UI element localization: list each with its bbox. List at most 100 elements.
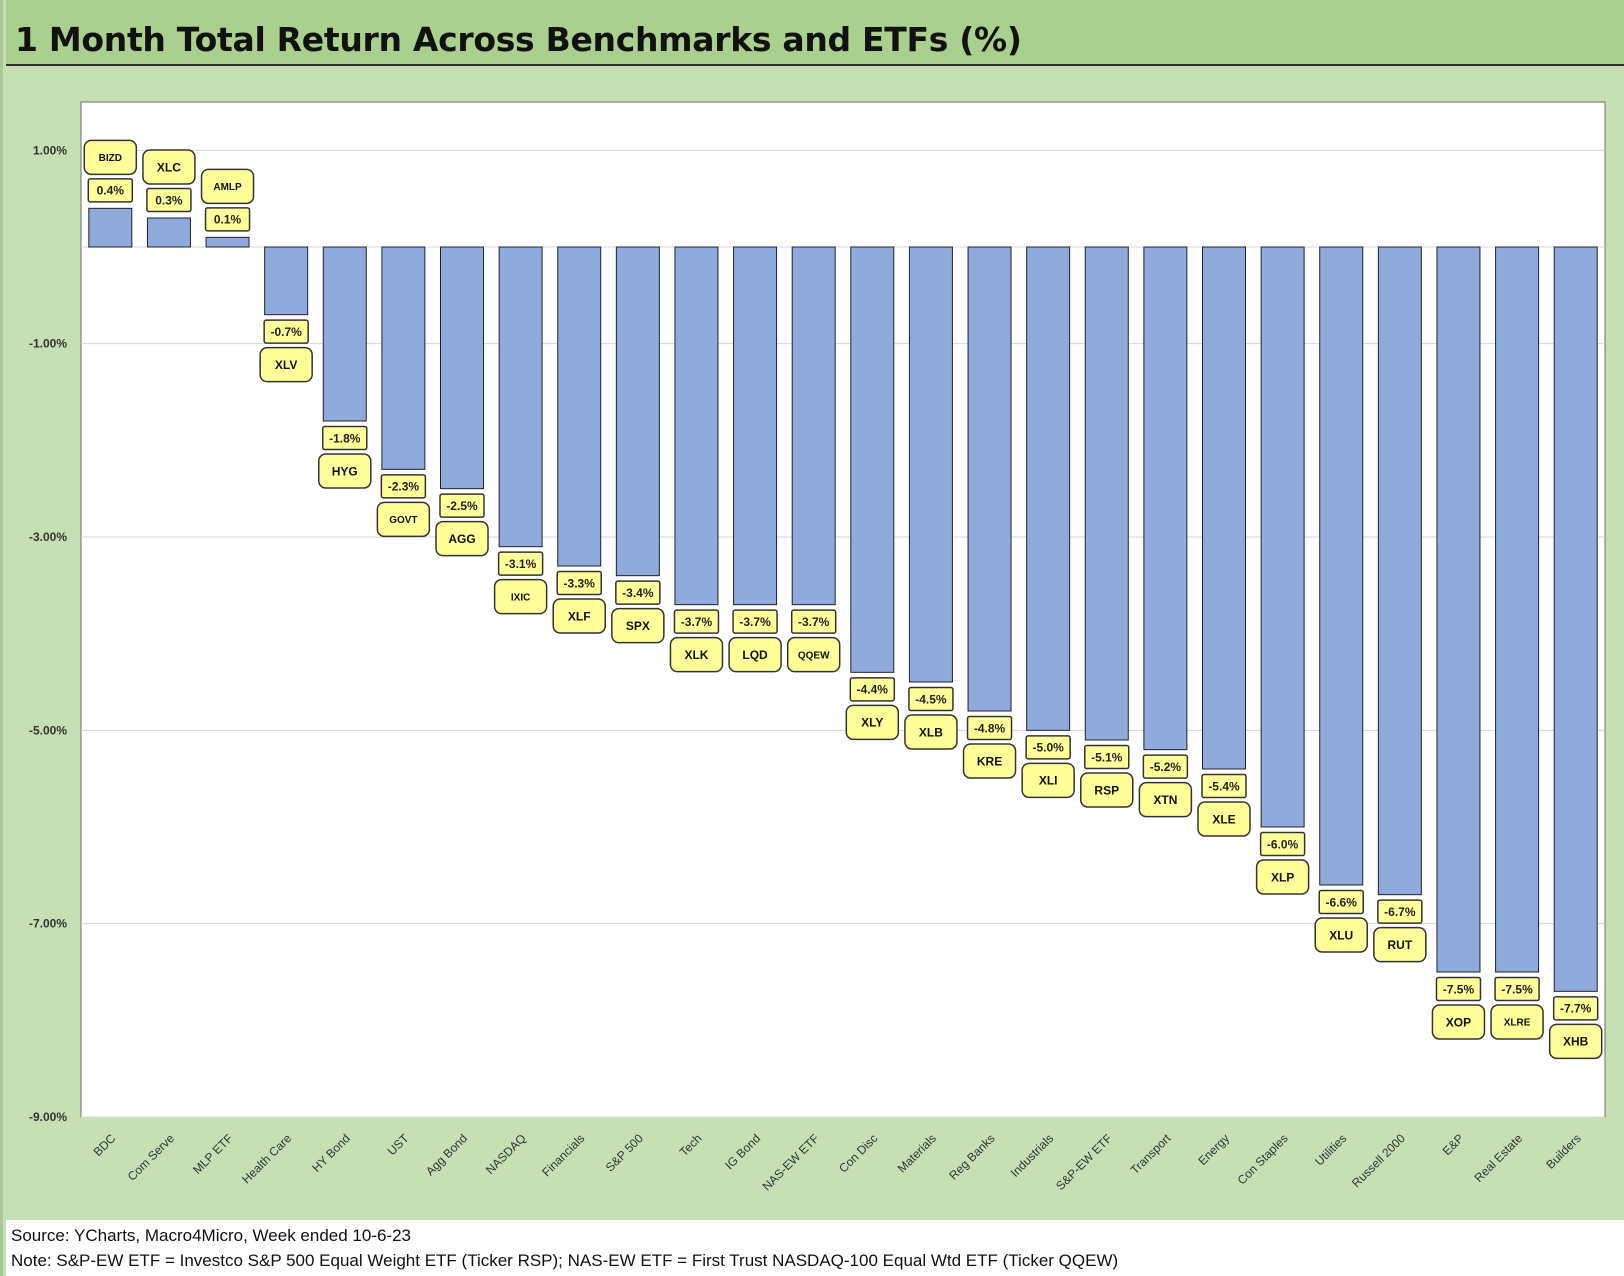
ticker-label: AGG [448,532,475,546]
chart-footer: Source: YCharts, Macro4Micro, Week ended… [6,1220,1624,1276]
data-label: -6.0% [1267,837,1299,851]
ticker-label: XLI [1039,774,1058,788]
ticker-label: GOVT [389,515,417,526]
ticker-label-box [1197,801,1251,837]
bar-chart: 1.00% -1.00% -3.00% -5.00% -7.00% -9.00% 0.4% B… [29,101,1606,1193]
data-label-box [1377,899,1423,924]
bar [908,246,953,683]
data-label-box [1142,754,1189,779]
bar [1143,246,1188,751]
data-label: -3.3% [564,576,596,590]
ticker-label: XLU [1329,928,1353,942]
ticker-label: XOP [1446,1015,1471,1029]
x-tick-label: BDC [91,1131,119,1159]
source-note: Source: YCharts, Macro4Micro, Week ended… [11,1226,412,1245]
bar [264,246,309,316]
bar [146,217,191,248]
x-tick-label: NASDAQ [483,1131,529,1177]
y-tick-label: -1.00% [29,337,67,351]
ticker-label: XLP [1271,870,1294,884]
x-tick-label: NAS-EW ETF [760,1131,822,1193]
bar [1202,246,1246,770]
title-bar: 1 Month Total Return Across Benchmarks a… [6,0,1624,66]
data-label-box [908,686,954,712]
ticker-label-box [1490,1004,1544,1040]
ticker-label-box [669,636,724,673]
data-label: -7.5% [1443,982,1475,996]
ticker-label-box [1373,926,1427,963]
ticker-label-box [611,607,665,644]
data-label-box [732,609,778,634]
y-tick-label: -9.00% [29,1110,67,1124]
x-tick-label: Agg Bond [423,1131,470,1178]
bar [1495,246,1540,973]
data-label: -5.1% [1091,750,1123,764]
x-tick-label: Energy [1195,1131,1232,1168]
data-label: -1.8% [329,431,361,445]
x-tick-label: Com Serve [125,1131,178,1184]
ticker-label-box [728,636,782,673]
ticker-label: KRE [977,754,1002,768]
plot-area [80,101,1606,1118]
y-tick-label: -5.00% [29,723,67,737]
x-tick-label: S&P-EW ETF [1053,1131,1115,1193]
ticker-label: HYG [332,464,358,478]
data-label: -5.0% [1032,741,1064,755]
data-label-box [849,677,896,702]
ticker-label: RUT [1388,938,1413,952]
data-label-box [966,715,1013,741]
data-label: 0.1% [214,213,242,227]
ticker-label-box [962,743,1017,779]
data-label: 0.3% [155,193,183,207]
x-tick-label: Con Staples [1235,1131,1291,1187]
data-label-box [322,425,368,451]
bar [498,246,543,548]
x-tick-label: Transport [1128,1131,1174,1177]
x-tick-label: Financials [539,1131,587,1179]
data-label-box [263,319,309,344]
data-label-box [146,187,192,213]
data-label-box [790,609,837,634]
bar [88,207,133,248]
x-tick-label: Industrials [1008,1131,1057,1180]
bar [850,246,895,673]
ticker-label-box [845,704,900,741]
bar [322,246,367,422]
bar [205,236,250,248]
data-label-box [615,580,661,605]
ticker-label-box [493,578,548,615]
ticker-label-box [1138,781,1193,818]
bar [557,246,602,567]
bar [1319,246,1364,886]
ticker-note: Note: S&P-EW ETF = Investco S&P 500 Equa… [11,1251,1119,1270]
data-label-box [497,551,544,576]
data-label-box [1259,831,1306,857]
ticker-label-box [904,714,958,750]
bar [733,246,778,606]
data-label-box [1435,976,1482,1002]
ticker-label: AMLP [213,182,242,193]
ticker-label: LQD [742,648,768,662]
ticker-label-box [1548,1023,1603,1060]
x-tick-label: MLP ETF [190,1131,236,1177]
data-label: -2.3% [388,480,420,494]
ticker-label-box [259,346,313,383]
x-tick-label: E&P [1440,1131,1467,1158]
y-tick-label: 1.00% [33,143,67,157]
ticker-label: BIZD [99,153,122,164]
data-label: -4.4% [857,683,889,697]
x-tick-label: Russell 2000 [1349,1131,1408,1190]
bar [381,246,426,470]
ticker-label: XLB [919,725,943,739]
bar [1553,246,1598,992]
ticker-label: XLF [568,609,591,623]
ticker-label: QQEW [798,650,830,661]
data-label: -6.6% [1326,895,1358,909]
bar [674,246,719,606]
data-label: -3.1% [505,557,537,571]
data-label: -5.2% [1150,760,1182,774]
data-label: -3.4% [622,586,654,600]
data-label-box [439,493,485,518]
x-tick-label: Builders [1543,1131,1584,1172]
x-tick-label: Utilities [1312,1131,1349,1168]
